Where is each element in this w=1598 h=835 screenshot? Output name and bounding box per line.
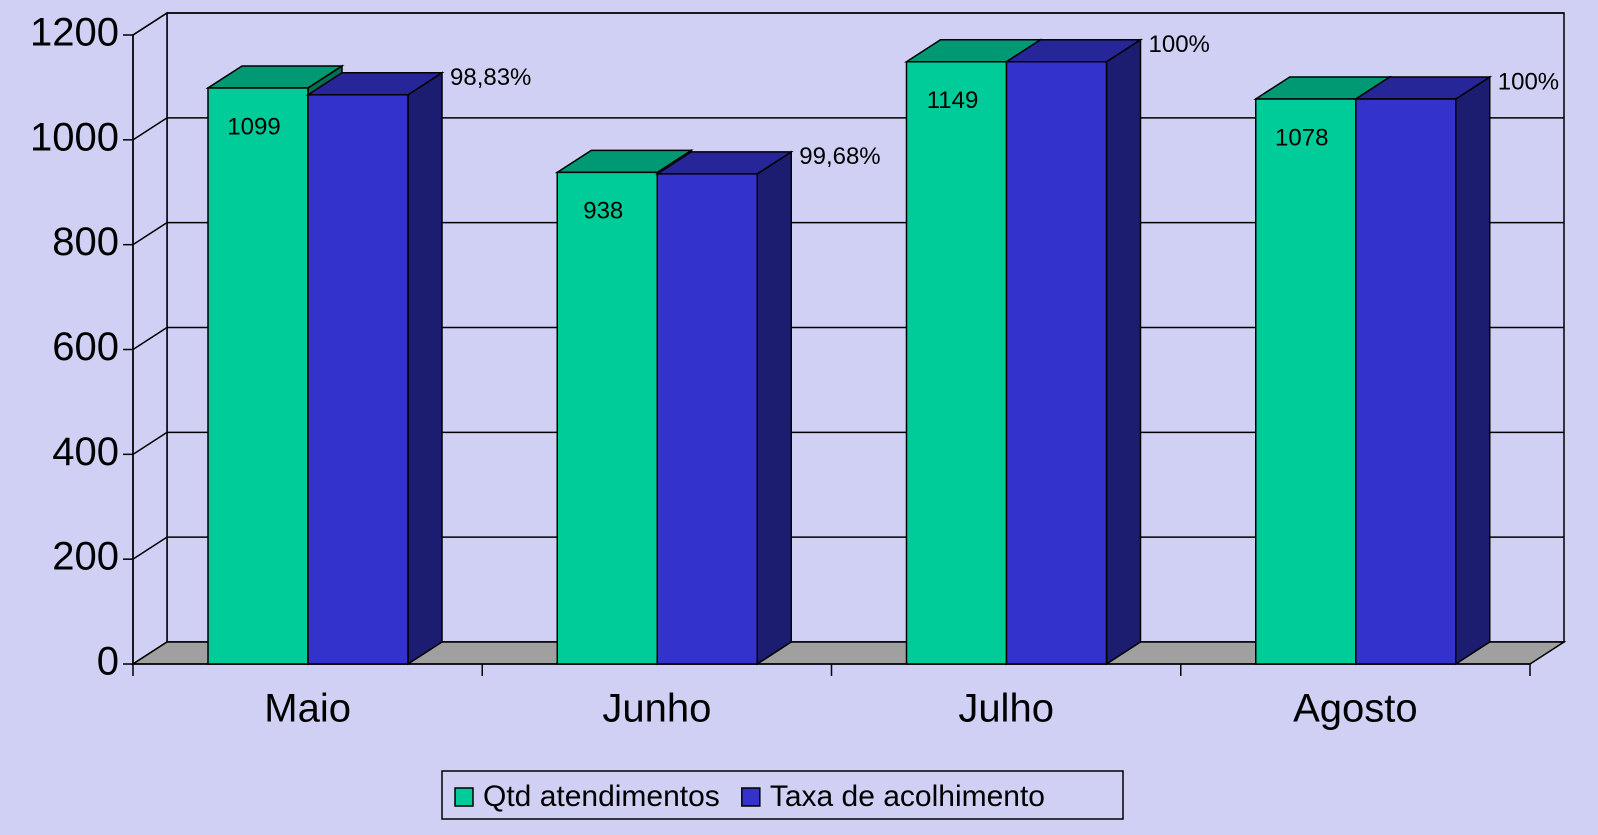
annotation: 100% bbox=[1149, 31, 1210, 58]
legend-box bbox=[441, 770, 1124, 820]
y-tick-label: 200 bbox=[52, 535, 119, 579]
legend-swatch bbox=[741, 787, 761, 807]
x-tick-label: Agosto bbox=[1293, 687, 1418, 731]
annotation: 98,83% bbox=[450, 64, 531, 91]
data-label: 938 bbox=[583, 198, 623, 225]
bar-front bbox=[307, 94, 409, 665]
legend-label: Qtd atendimentos bbox=[483, 780, 720, 813]
bar bbox=[305, 71, 445, 666]
bar bbox=[1353, 75, 1493, 666]
bar-side bbox=[756, 150, 792, 666]
bar bbox=[654, 150, 794, 666]
bar-side bbox=[1455, 75, 1491, 666]
bar-front bbox=[1255, 98, 1357, 665]
grid-line bbox=[132, 12, 1564, 36]
x-tick-label: Maio bbox=[264, 687, 351, 731]
data-label: 1099 bbox=[227, 113, 280, 140]
y-tick-label: 1000 bbox=[30, 115, 119, 159]
data-label: 1078 bbox=[1275, 124, 1328, 151]
bar-front bbox=[556, 171, 658, 665]
bar-front bbox=[656, 173, 758, 665]
legend-label: Taxa de acolhimento bbox=[770, 780, 1045, 813]
annotation: 100% bbox=[1498, 68, 1559, 95]
bar-side bbox=[407, 71, 443, 666]
bar-front bbox=[905, 60, 1008, 665]
x-tick-label: Julho bbox=[958, 687, 1054, 731]
y-tick-label: 1200 bbox=[30, 11, 119, 55]
y-tick-label: 600 bbox=[52, 325, 119, 369]
legend-swatch bbox=[454, 787, 474, 807]
y-tick-label: 0 bbox=[97, 640, 119, 684]
bar-side bbox=[1105, 38, 1142, 666]
bar-front bbox=[1005, 60, 1108, 665]
bar bbox=[1003, 38, 1144, 666]
bar-front bbox=[1355, 98, 1457, 665]
y-tick-label: 400 bbox=[52, 430, 119, 474]
data-label: 1149 bbox=[927, 87, 979, 114]
x-tick-label: Junho bbox=[602, 687, 711, 731]
y-tick-label: 800 bbox=[52, 220, 119, 264]
annotation: 99,68% bbox=[799, 143, 880, 170]
bar-front bbox=[207, 87, 309, 665]
